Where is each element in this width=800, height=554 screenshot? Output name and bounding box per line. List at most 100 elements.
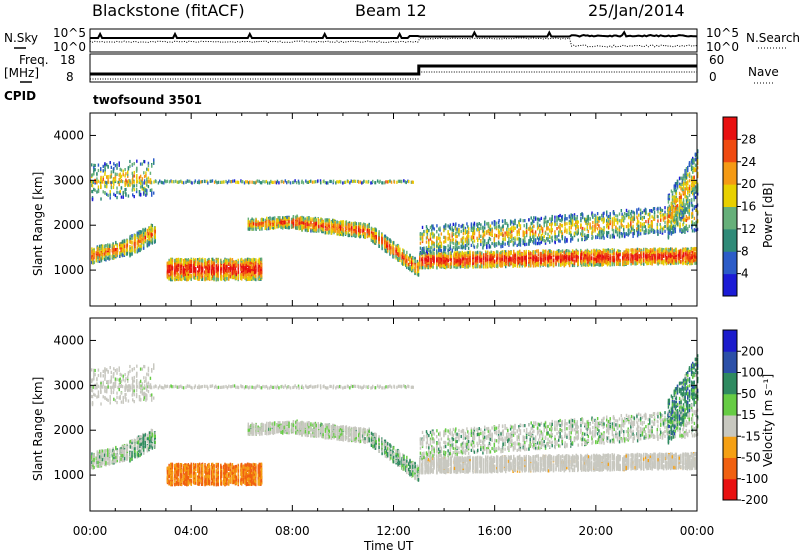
power-point	[189, 270, 190, 273]
power-point	[346, 231, 347, 234]
power-point	[113, 248, 114, 251]
power-point	[460, 260, 461, 263]
power-point	[105, 256, 106, 259]
power-point	[360, 235, 361, 238]
power-point	[376, 235, 377, 238]
freq-right-tick-top: 60	[709, 53, 724, 67]
power-point	[168, 277, 169, 280]
power-point	[138, 242, 139, 245]
power-point	[102, 256, 103, 259]
power-point	[250, 278, 251, 281]
power-point	[467, 265, 468, 268]
power-point	[457, 259, 458, 262]
power-point	[436, 266, 437, 269]
power-point	[152, 238, 153, 241]
power-point	[205, 277, 206, 280]
power-point	[439, 259, 440, 262]
power-point	[500, 265, 501, 268]
power-point	[261, 258, 262, 261]
power-point	[313, 219, 314, 222]
power-point	[172, 259, 173, 262]
power-point	[209, 266, 210, 269]
power-point	[530, 264, 531, 267]
power-point	[464, 263, 465, 266]
power-point	[387, 242, 388, 245]
power-point	[406, 260, 407, 263]
power-point	[202, 278, 203, 281]
power-point	[188, 278, 189, 281]
power-point	[152, 224, 153, 227]
power-point	[395, 255, 396, 258]
power-point	[326, 218, 327, 221]
power-point	[152, 233, 153, 236]
power-point	[308, 226, 309, 229]
power-point	[297, 217, 298, 220]
power-point	[251, 264, 252, 267]
power-point	[226, 265, 227, 268]
power-point	[178, 273, 179, 276]
power-point	[509, 262, 510, 265]
power-point	[97, 256, 98, 259]
power-point	[463, 261, 464, 264]
power-point	[419, 266, 420, 269]
power-point	[102, 248, 103, 251]
power-point	[325, 231, 326, 234]
power-point	[464, 259, 465, 262]
power-point	[155, 236, 156, 239]
power-point	[253, 228, 254, 231]
power-point	[364, 223, 365, 226]
power-point	[127, 252, 128, 255]
power-point	[369, 230, 370, 233]
power-point	[122, 244, 123, 247]
power-point	[250, 266, 251, 269]
power-point	[477, 257, 478, 260]
power-point	[273, 217, 274, 220]
power-point	[170, 258, 171, 261]
power-point	[238, 274, 239, 277]
power-point	[119, 255, 120, 258]
power-point	[141, 238, 142, 241]
power-point	[372, 240, 373, 243]
power-point	[524, 256, 525, 259]
power-point	[533, 261, 534, 264]
frequency-panel-frame	[90, 54, 697, 82]
power-point	[444, 257, 445, 260]
frequency-panel: Freq. [MHz] 18 8 60 0 Nave CPID twofsoun…	[4, 53, 779, 107]
power-point	[408, 257, 409, 260]
date-label: 25/Jan/2014	[588, 1, 685, 20]
power-point	[358, 228, 359, 231]
power-point	[238, 261, 239, 264]
power-point	[329, 225, 330, 228]
power-point	[390, 246, 391, 249]
power-point	[398, 254, 399, 257]
power-point	[493, 256, 494, 259]
power-point	[310, 224, 311, 227]
power-point	[255, 269, 256, 272]
power-point	[337, 225, 338, 228]
power-point	[195, 260, 196, 263]
power-point	[274, 223, 275, 226]
power-point	[117, 252, 118, 255]
power-point	[524, 252, 525, 255]
power-point	[522, 259, 523, 262]
power-point	[191, 269, 192, 272]
freq-right-label: Nave	[748, 65, 779, 79]
power-point	[241, 277, 242, 280]
power-point	[122, 249, 123, 252]
power-point	[147, 229, 148, 232]
power-point	[233, 261, 234, 264]
power-point	[444, 265, 445, 268]
power-point	[226, 273, 227, 276]
power-point	[278, 219, 279, 222]
power-point	[477, 251, 478, 254]
power-point	[207, 264, 208, 267]
power-point	[251, 228, 252, 231]
power-point	[172, 276, 173, 279]
power-point	[475, 258, 476, 261]
power-point	[481, 252, 482, 255]
power-point	[353, 223, 354, 226]
power-point	[502, 261, 503, 264]
power-point	[207, 277, 208, 280]
power-point	[223, 264, 224, 267]
